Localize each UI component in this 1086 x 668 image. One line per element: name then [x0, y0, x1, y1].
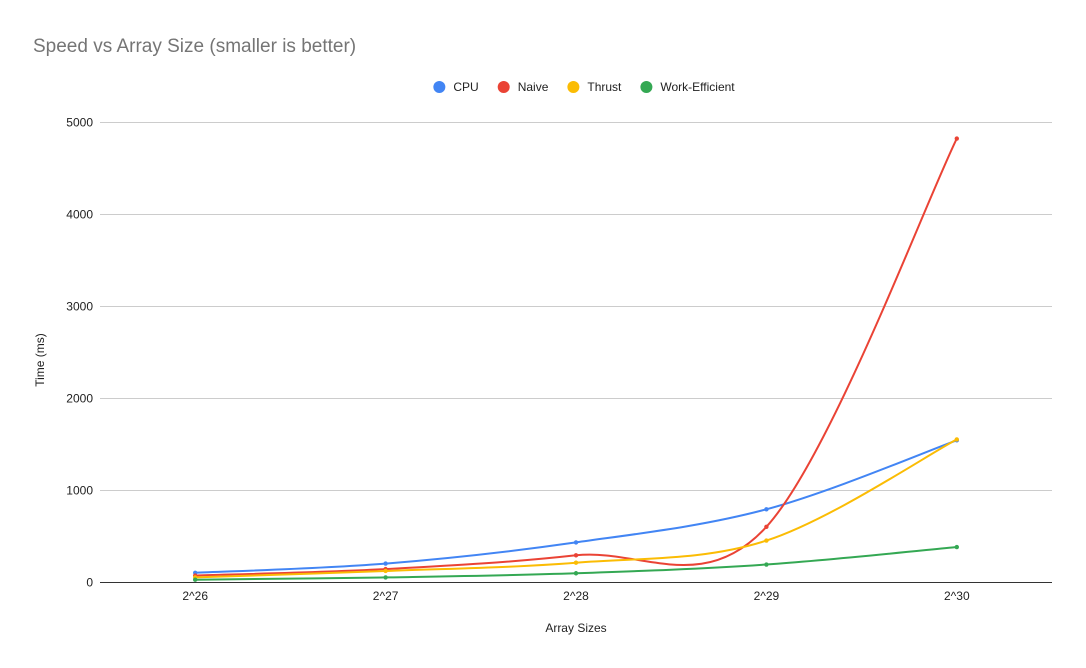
legend-label: Naive — [518, 80, 549, 94]
legend-label: CPU — [453, 80, 478, 94]
legend-label: Thrust — [587, 80, 622, 94]
legend-swatch — [497, 81, 510, 93]
x-tick-label: 2^26 — [182, 589, 208, 603]
data-point-work-efficient — [954, 544, 959, 550]
x-tick-label: 2^28 — [563, 589, 589, 603]
data-point-naive — [764, 524, 769, 529]
data-point-naive — [954, 136, 959, 141]
x-tick-label: 2^27 — [373, 589, 399, 603]
y-axis-ticks: 0 1000 2000 3000 4000 5000 — [66, 116, 93, 590]
gridlines — [100, 122, 1052, 491]
series-naive — [193, 136, 959, 578]
data-point-work-efficient — [573, 571, 579, 576]
legend: CPU Naive Thrust Work-Efficient — [433, 80, 735, 94]
data-point-thrust — [383, 568, 388, 574]
legend-swatch — [640, 81, 653, 93]
x-axis-ticks: 2^26 2^27 2^28 2^29 2^30 — [182, 589, 970, 603]
y-tick-label: 0 — [86, 576, 93, 590]
data-point-naive — [573, 553, 579, 558]
legend-item-work-efficient: Work-Efficient — [640, 80, 735, 94]
data-point-work-efficient — [193, 577, 198, 582]
series-work-efficient — [193, 544, 959, 582]
legend-item-thrust: Thrust — [567, 80, 622, 94]
y-tick-label: 3000 — [66, 300, 93, 314]
data-point-cpu — [573, 540, 579, 545]
data-point-work-efficient — [764, 562, 769, 567]
series-layer — [193, 136, 959, 582]
legend-label: Work-Efficient — [660, 80, 735, 94]
data-point-thrust — [954, 437, 959, 442]
y-tick-label: 4000 — [66, 208, 93, 222]
x-tick-label: 2^30 — [944, 589, 970, 603]
legend-swatch — [567, 81, 580, 93]
y-tick-label: 1000 — [66, 484, 93, 498]
data-point-thrust — [764, 538, 769, 543]
chart-title: Speed vs Array Size (smaller is better) — [33, 36, 356, 57]
y-tick-label: 2000 — [66, 392, 93, 406]
data-point-cpu — [383, 561, 388, 566]
y-tick-label: 5000 — [66, 116, 93, 130]
y-axis-label: Time (ms) — [33, 333, 47, 387]
data-point-thrust — [573, 560, 579, 565]
data-point-cpu — [764, 507, 769, 512]
data-point-work-efficient — [383, 575, 388, 580]
series-line-naive — [194, 137, 958, 577]
legend-swatch — [433, 81, 446, 93]
legend-item-cpu: CPU — [433, 80, 479, 94]
legend-item-naive: Naive — [497, 80, 549, 94]
x-axis-label: Array Sizes — [545, 621, 606, 635]
x-tick-label: 2^29 — [754, 589, 780, 603]
